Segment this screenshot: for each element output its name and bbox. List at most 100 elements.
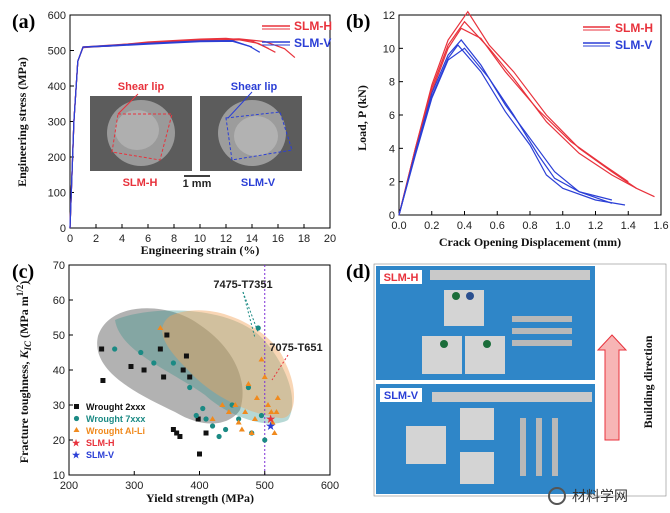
panel-a-label: (a) — [12, 11, 35, 33]
specimen-dot — [440, 340, 448, 348]
panel-b: (b) 0.0 0.2 0.4 0.6 0.8 1.0 1.2 1.4 1.6 0 2 4 6 8 10 12… — [346, 10, 669, 249]
tensile-bar-v — [520, 418, 526, 476]
x-tick-label: 18 — [298, 233, 310, 245]
tensile-bar-v — [552, 418, 558, 476]
panel-b-ylabel: Load, P (kN) — [355, 85, 369, 151]
ruler-top — [430, 270, 590, 280]
legend-marker-slm-h: ★ — [72, 438, 81, 448]
legend-label-slm-v: SLM-V — [294, 36, 331, 50]
x-tick-label: 300 — [125, 480, 143, 492]
photo-label-slm-v: SLM-V — [384, 390, 419, 402]
point-wrought-2xxx — [197, 452, 202, 457]
wechat-icon — [548, 487, 566, 505]
point-wrought-2xxx — [174, 431, 179, 436]
panel-b-xlabel: Crack Opening Displacement (mm) — [439, 235, 621, 249]
point-wrought-2xxx — [184, 354, 189, 359]
y-tick-label: 20 — [53, 435, 65, 447]
point-wrought-7xxx — [194, 413, 199, 418]
fracture-texture-slm-v — [234, 116, 278, 156]
point-wrought-7xxx — [259, 413, 264, 418]
specimen-dot — [483, 340, 491, 348]
x-tick-label: 1.6 — [653, 220, 668, 232]
inset-label-slm-v: SLM-V — [241, 177, 276, 189]
inset-label-slm-h: SLM-H — [123, 177, 158, 189]
point-wrought-2xxx — [142, 368, 147, 373]
x-tick-label: 0.4 — [457, 220, 472, 232]
panel-d: (d) SLM-H SLM-V Building direction — [346, 261, 666, 496]
y-tick-label: 10 — [383, 43, 395, 55]
legend-b-label-slm-v: SLM-V — [615, 38, 652, 52]
specimen-dot — [452, 292, 460, 300]
panel-c: (c) 200 300 400 500 60010203040506070 ★★ 747… — [12, 260, 339, 505]
x-tick-label: 1.4 — [621, 220, 636, 232]
ct-specimen-v-bottom — [460, 452, 494, 484]
series-line-slm-v-5 — [399, 48, 612, 215]
shear-lip-label-v: Shear lip — [231, 81, 278, 93]
series-line-slm-v-3 — [399, 40, 612, 215]
point-wrought-2xxx — [158, 347, 163, 352]
y-tick-label: 100 — [48, 188, 66, 200]
point-wrought-2xxx — [204, 431, 209, 436]
y-tick-label: 600 — [48, 10, 66, 22]
point-wrought-7xxx — [112, 346, 117, 351]
point-wrought-7xxx — [187, 385, 192, 390]
panel-c-label: (c) — [12, 261, 34, 283]
panel-a-legend: SLM-H SLM-V — [262, 19, 332, 50]
point-wrought-2xxx — [181, 368, 186, 373]
point-wrought-2xxx — [100, 378, 105, 383]
point-wrought-7xxx — [256, 325, 261, 330]
legend-b-label-slm-h: SLM-H — [615, 21, 653, 35]
ct-specimen-v-top — [460, 408, 494, 440]
series-line-slm-h-1 — [399, 22, 636, 215]
point-slm-v: ★ — [265, 419, 276, 433]
legend-c-al-li: Wrought Al-Li — [86, 426, 145, 436]
y-tick-label: 6 — [389, 110, 395, 122]
legend-c-slm-h: SLM-H — [86, 438, 115, 448]
point-wrought-7xxx — [151, 360, 156, 365]
panel-b-label: (b) — [346, 11, 370, 33]
panel-c-legend: Wrought 2xxx Wrought 7xxx Wrought Al-Li … — [72, 402, 145, 460]
shear-lip-label-h: Shear lip — [118, 81, 165, 93]
point-wrought-7xxx — [171, 360, 176, 365]
panel-c-ylabel-sup: 1/2 — [15, 284, 25, 296]
panel-c-xlabel: Yield strength (MPa) — [146, 491, 254, 505]
figure-canvas: (a) 0 2 4 6 8 10 12 14 16 18 200100200300400500600… — [0, 0, 670, 513]
tensile-bar — [512, 340, 572, 346]
point-wrought-7xxx — [216, 434, 221, 439]
point-wrought-2xxx — [99, 347, 104, 352]
y-tick-label: 10 — [53, 470, 65, 482]
point-wrought-7xxx — [223, 427, 228, 432]
point-wrought-7xxx — [138, 350, 143, 355]
point-wrought-al-li — [239, 427, 245, 432]
scale-bar-label: 1 mm — [183, 178, 212, 190]
y-tick-label: 70 — [53, 260, 65, 272]
point-wrought-2xxx — [128, 364, 133, 369]
y-tick-label: 12 — [383, 10, 395, 22]
watermark: 材料学网 — [548, 484, 668, 508]
ruler-bottom — [432, 392, 592, 402]
specimen-dot — [466, 292, 474, 300]
point-wrought-2xxx — [164, 333, 169, 338]
tensile-bar-v — [536, 418, 542, 476]
panel-c-ylabel: Fracture toughness, KIC (MPa m1/2) — [15, 281, 33, 463]
x-tick-label: 0 — [67, 233, 73, 245]
photo-label-slm-h: SLM-H — [384, 272, 419, 284]
legend-marker-slm-v: ★ — [72, 450, 81, 460]
y-tick-label: 8 — [389, 77, 395, 89]
fractography-inset: Shear lip Shear lip SLM-H SLM-V 1 mm — [90, 81, 302, 190]
y-tick-label: 4 — [389, 143, 395, 155]
panel-a-ylabel: Engineering stress (MPa) — [15, 57, 29, 187]
y-tick-label: 200 — [48, 152, 66, 164]
y-tick-label: 400 — [48, 81, 66, 93]
legend-marker-7xxx — [74, 416, 79, 421]
point-wrought-2xxx — [187, 375, 192, 380]
panel-d-label: (d) — [346, 261, 370, 283]
legend-marker-al-li — [74, 427, 80, 432]
watermark-text: 材料学网 — [572, 486, 628, 506]
panel-c-ylabel-main: Fracture toughness, — [17, 358, 31, 463]
x-tick-label: 1.0 — [555, 220, 570, 232]
point-wrought-2xxx — [161, 375, 166, 380]
y-tick-label: 50 — [53, 330, 65, 342]
y-tick-label: 60 — [53, 295, 65, 307]
y-tick-label: 30 — [53, 400, 65, 412]
